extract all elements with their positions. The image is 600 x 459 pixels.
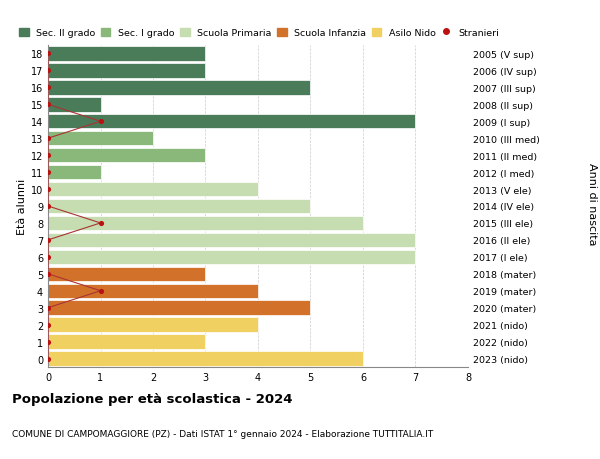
Bar xyxy=(48,301,311,315)
Bar xyxy=(48,199,311,214)
Text: COMUNE DI CAMPOMAGGIORE (PZ) - Dati ISTAT 1° gennaio 2024 - Elaborazione TUTTITA: COMUNE DI CAMPOMAGGIORE (PZ) - Dati ISTA… xyxy=(12,429,433,438)
Point xyxy=(43,101,53,109)
Text: Anni di nascita: Anni di nascita xyxy=(587,163,597,246)
Point xyxy=(43,203,53,210)
Point xyxy=(43,135,53,143)
Point xyxy=(96,118,106,126)
Bar xyxy=(48,352,363,366)
Y-axis label: Età alunni: Età alunni xyxy=(17,179,26,235)
Text: Popolazione per età scolastica - 2024: Popolazione per età scolastica - 2024 xyxy=(12,392,293,405)
Point xyxy=(43,50,53,58)
Bar xyxy=(48,335,205,349)
Bar xyxy=(48,149,205,163)
Bar xyxy=(48,267,205,281)
Bar xyxy=(48,98,101,112)
Bar xyxy=(48,233,415,247)
Point xyxy=(43,152,53,159)
Bar xyxy=(48,47,205,62)
Point xyxy=(43,254,53,261)
Point xyxy=(43,67,53,75)
Bar xyxy=(48,64,205,78)
Bar xyxy=(48,216,363,230)
Legend: Sec. II grado, Sec. I grado, Scuola Primaria, Scuola Infanzia, Asilo Nido, Stran: Sec. II grado, Sec. I grado, Scuola Prim… xyxy=(19,29,499,38)
Point xyxy=(43,304,53,312)
Point xyxy=(43,355,53,363)
Point xyxy=(96,220,106,227)
Bar xyxy=(48,250,415,264)
Bar xyxy=(48,284,258,298)
Point xyxy=(43,321,53,329)
Bar xyxy=(48,318,258,332)
Bar xyxy=(48,182,258,197)
Point xyxy=(43,237,53,244)
Point xyxy=(43,84,53,92)
Bar xyxy=(48,166,101,180)
Point xyxy=(43,338,53,346)
Point xyxy=(96,287,106,295)
Bar xyxy=(48,115,415,129)
Point xyxy=(43,169,53,176)
Point xyxy=(43,270,53,278)
Bar xyxy=(48,132,153,146)
Bar xyxy=(48,81,311,95)
Point xyxy=(43,186,53,193)
